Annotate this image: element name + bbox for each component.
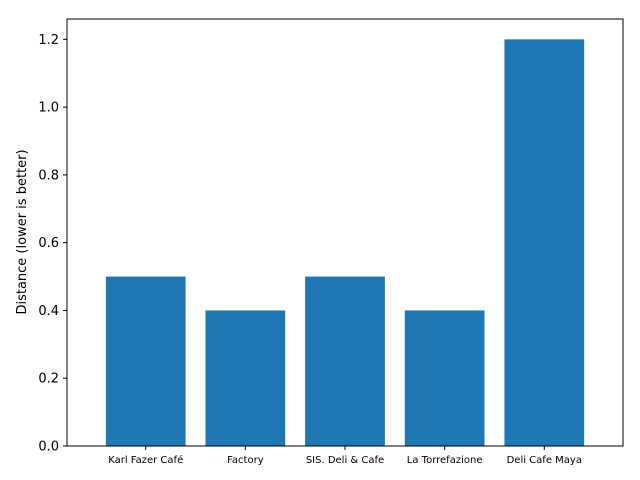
bar-0 (105, 276, 186, 446)
y-tick-label: 0.0 (38, 440, 59, 455)
bar-2 (305, 276, 385, 446)
x-category-label: Factory (227, 455, 264, 466)
x-category-label: SIS. Deli & Cafe (306, 455, 384, 466)
y-axis-ticks: 0.0 0.2 0.4 0.6 0.8 1.0 1.2 (38, 33, 67, 455)
x-category-label: La Torrefazione (407, 455, 483, 466)
x-axis-ticks: Karl Fazer Café Factory SIS. Deli & Cafe La… (108, 446, 582, 466)
y-tick-label: 0.8 (38, 168, 59, 183)
y-tick-label: 1.2 (38, 33, 59, 48)
bar-1 (205, 310, 286, 446)
y-tick-label: 0.6 (38, 236, 59, 251)
plot-frame (66, 18, 624, 447)
y-tick-label: 0.4 (38, 304, 59, 319)
x-category-label: Deli Cafe Maya (507, 455, 582, 466)
y-axis-label: Distance (lower is better) (15, 149, 30, 314)
x-category-label: Karl Fazer Café (108, 454, 183, 466)
bar-4 (504, 39, 585, 446)
y-tick-label: 0.2 (38, 372, 59, 387)
bars-group (105, 39, 585, 446)
y-tick-label: 1.0 (38, 101, 59, 116)
bar-3 (404, 310, 485, 446)
